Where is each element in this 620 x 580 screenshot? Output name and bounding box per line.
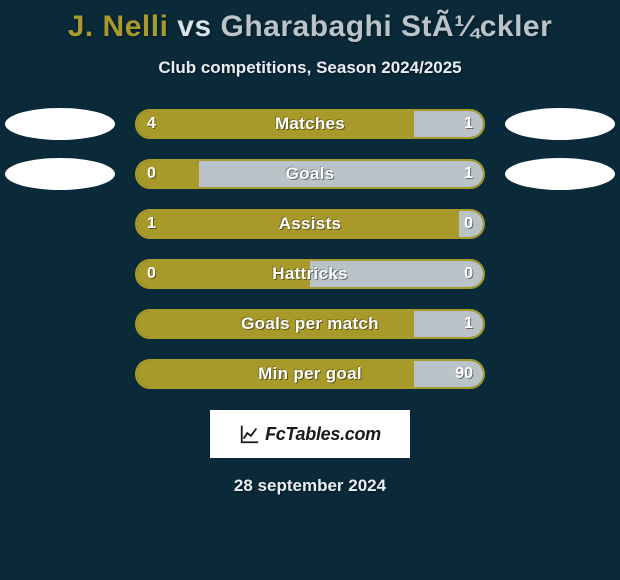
- page-title: J. Nelli vs Gharabaghi StÃ¼ckler: [0, 10, 620, 44]
- player1-name: J. Nelli: [68, 10, 169, 43]
- player2-name: Gharabaghi StÃ¼ckler: [220, 10, 552, 43]
- stat-row: Goals01: [0, 158, 620, 190]
- player1-segment: [137, 261, 310, 287]
- player2-segment: [199, 161, 483, 187]
- player2-segment: [414, 361, 483, 387]
- player2-segment: [414, 111, 483, 137]
- player2-segment: [310, 261, 483, 287]
- stat-row: Assists10: [0, 208, 620, 240]
- player2-logo: [505, 158, 615, 190]
- subtitle: Club competitions, Season 2024/2025: [0, 58, 620, 78]
- chart-icon: [239, 423, 261, 445]
- player1-segment: [137, 311, 414, 337]
- stat-bar: Min per goal90: [135, 359, 485, 389]
- stat-bar: Matches41: [135, 109, 485, 139]
- stat-row: Min per goal90: [0, 358, 620, 390]
- fctables-logo: FcTables.com: [210, 410, 410, 458]
- player2-logo: [505, 108, 615, 140]
- player1-segment: [137, 361, 414, 387]
- player1-segment: [137, 111, 414, 137]
- player1-logo: [5, 108, 115, 140]
- stat-bar: Goals per match1: [135, 309, 485, 339]
- stat-row: Hattricks00: [0, 258, 620, 290]
- logo-text: FcTables.com: [265, 424, 381, 445]
- comparison-card: J. Nelli vs Gharabaghi StÃ¼ckler Club co…: [0, 0, 620, 496]
- stat-row: Goals per match1: [0, 308, 620, 340]
- stat-bar: Goals01: [135, 159, 485, 189]
- player1-segment: [137, 211, 459, 237]
- player1-logo: [5, 158, 115, 190]
- vs-text: vs: [177, 10, 211, 43]
- stat-row: Matches41: [0, 108, 620, 140]
- stats-list: Matches41 Goals01 Assists10 Hattricks00 Goal…: [0, 108, 620, 390]
- stat-bar: Assists10: [135, 209, 485, 239]
- player1-segment: [137, 161, 199, 187]
- stat-bar: Hattricks00: [135, 259, 485, 289]
- player2-segment: [459, 211, 483, 237]
- footer-date: 28 september 2024: [0, 476, 620, 496]
- player2-segment: [414, 311, 483, 337]
